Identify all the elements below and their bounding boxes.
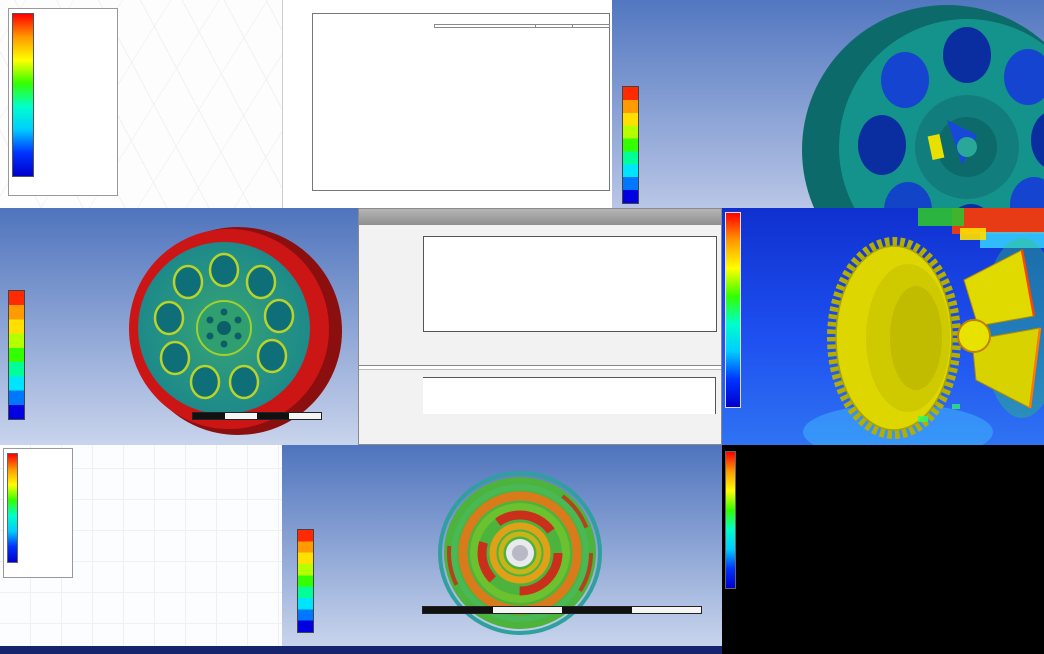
colorbar-strip <box>725 451 736 589</box>
pathlines-3d-viewport[interactable] <box>722 445 1044 654</box>
harmonic-response-10000-panel <box>612 0 1044 208</box>
phase-curve <box>423 378 715 414</box>
harmonic-response-2000-panel <box>0 208 358 445</box>
scale-ruler <box>192 411 322 421</box>
wheel-holes <box>858 27 1044 208</box>
pathlines-legend <box>725 449 739 589</box>
colorbar-strip <box>7 453 18 563</box>
colorbar-strip <box>725 212 741 408</box>
hub-bolts <box>206 308 242 348</box>
ruler-bar <box>192 412 322 420</box>
deformation-colorbar <box>622 86 643 204</box>
deformation-colorbar <box>8 290 29 420</box>
scale-ruler <box>422 605 702 615</box>
window-titlebar[interactable] <box>359 209 721 225</box>
pressure-colorbar <box>297 529 318 633</box>
colorbar-strip <box>622 86 639 204</box>
wheel-holes <box>153 252 295 400</box>
maxwell-toroid-panel <box>0 0 282 208</box>
current-waveforms <box>313 14 609 190</box>
colorbar-strip <box>297 529 314 633</box>
acoustic-pressure-panel <box>282 445 722 654</box>
curve-legend-table <box>434 24 610 28</box>
amplitude-curve <box>424 237 716 331</box>
transient-current-plot-panel <box>282 0 613 208</box>
cfd-3d-viewport[interactable] <box>722 208 1044 445</box>
propeller <box>957 249 1042 409</box>
flux-density-legend <box>3 448 73 578</box>
window-separator <box>359 365 721 370</box>
wheel-3d-viewport[interactable] <box>762 0 1044 208</box>
phase-tick-labels <box>409 377 421 413</box>
bottom-taskbar <box>0 646 722 654</box>
y-tick-labels <box>285 9 309 187</box>
ruler-bar <box>422 606 702 614</box>
colorbar-strip <box>8 290 25 420</box>
wheel-3d-viewport[interactable] <box>118 216 358 445</box>
current-plot-area[interactable] <box>312 13 610 191</box>
colorbar-strip <box>12 13 34 177</box>
pathlines-panel <box>722 445 1044 654</box>
frequency-response-window <box>358 208 722 445</box>
phase-plot-area[interactable] <box>423 377 716 414</box>
amplitude-tick-labels <box>397 235 419 327</box>
legend-col-curve <box>435 25 535 27</box>
disc-3d-viewport[interactable] <box>282 445 722 654</box>
cfd-legend <box>725 210 744 408</box>
legend-col-rms <box>573 25 609 27</box>
gear-teeth <box>827 237 961 439</box>
amplitude-plot-area[interactable] <box>423 236 717 332</box>
maxwell-rotor-panel <box>0 445 282 654</box>
cfd-velocity-panel <box>722 208 1044 445</box>
legend-col-max <box>536 25 572 27</box>
flux-density-legend <box>8 8 118 196</box>
